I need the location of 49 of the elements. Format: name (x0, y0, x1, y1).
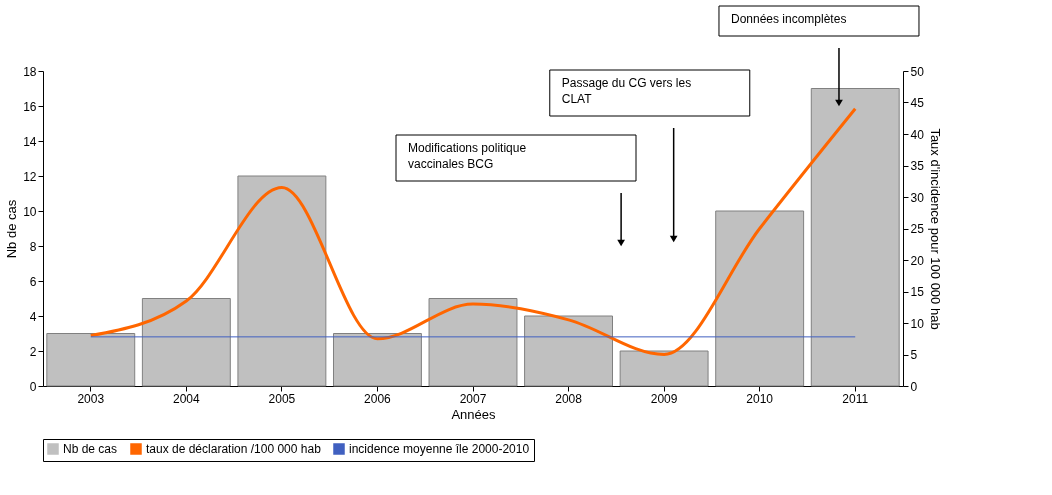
y-tick-label: 14 (23, 134, 37, 149)
x-tick-label: 2010 (746, 391, 774, 406)
y-tick-label: 10 (23, 204, 37, 219)
text: Données incomplètes (730, 12, 847, 26)
x-tick-label: 2005 (268, 391, 296, 406)
x-tick-label: 2004 (172, 391, 200, 406)
y-tick-label: 16 (23, 99, 37, 114)
annotation: Passage du CG vers les CLAT (561, 76, 692, 106)
bar (715, 210, 805, 387)
line-series (89, 107, 857, 356)
x-tick-label: 2009 (650, 391, 678, 406)
y2-tick-label: 25 (910, 222, 925, 236)
x-axis-title: Années (451, 406, 497, 422)
bar (619, 350, 709, 387)
bar (141, 298, 231, 387)
y2-tick-label: 50 (910, 64, 925, 79)
y2-tick-label: 0 (910, 379, 918, 394)
legend-label: Nb de cas (63, 442, 118, 456)
y-tick-label: 12 (23, 169, 37, 184)
x-tick-label: 2003 (77, 391, 105, 406)
y-tick-label: 4 (29, 309, 37, 324)
x-tick-label: 2007 (459, 391, 487, 406)
legend-label: taux de déclaration /100 000 hab (146, 442, 322, 456)
y2-tick-label: 15 (910, 285, 925, 299)
y-tick-label: 2 (29, 344, 37, 359)
x-tick-label: 2011 (842, 391, 869, 406)
x-tick-label: 2008 (555, 391, 583, 406)
bar (237, 175, 327, 387)
bar (810, 88, 900, 387)
bar (46, 333, 136, 387)
y-tick-label: 8 (29, 239, 37, 254)
y2-tick-label: 5 (910, 348, 918, 362)
y2-tick-label: 10 (910, 316, 925, 331)
y2-tick-label: 35 (910, 159, 925, 173)
bar (428, 298, 518, 387)
annotation: Modifications politique vaccinales BCG (408, 141, 527, 171)
y2-tick-label: 45 (910, 96, 925, 110)
y2-tick-label: 30 (910, 190, 925, 205)
y-tick-label: 6 (29, 274, 37, 289)
y-axis-title: Nb de cas (4, 199, 20, 259)
x-tick-label: 2006 (364, 391, 392, 406)
legend-label: incidence moyenne île 2000-2010 (349, 442, 530, 456)
y-tick-label: 18 (23, 64, 37, 79)
y2-tick-label: 20 (910, 253, 925, 268)
y2-tick-label: 40 (910, 127, 925, 142)
y2-axis-title: Taux d'incidence pour 100 000 hab (927, 128, 943, 330)
bar (332, 333, 422, 387)
bar (524, 315, 614, 387)
y-tick-label: 0 (29, 379, 37, 394)
